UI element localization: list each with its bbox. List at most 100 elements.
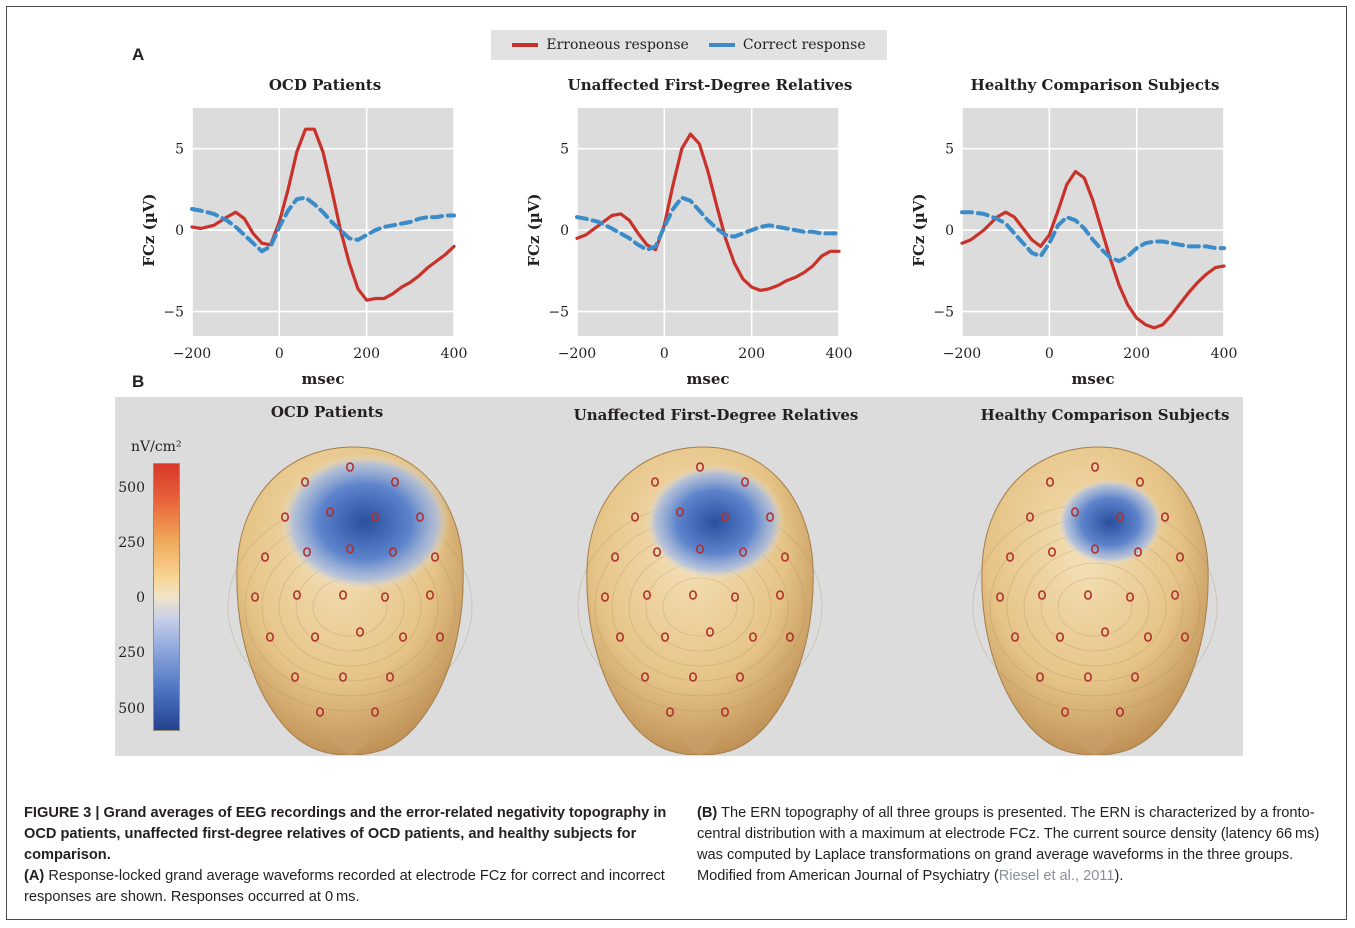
x-tick-label: −200 — [558, 346, 596, 362]
electrode-marker — [610, 552, 619, 562]
electrode-marker — [1116, 512, 1125, 522]
x-tick-label: 400 — [1211, 346, 1238, 362]
electrode-marker — [1046, 477, 1055, 487]
electrode-marker — [1161, 512, 1170, 522]
x-tick-label: 400 — [826, 346, 853, 362]
electrode-marker — [736, 672, 745, 682]
electrode-marker — [1136, 477, 1145, 487]
x-tick-label: 0 — [1045, 346, 1054, 362]
legend-swatch-erroneous — [512, 43, 539, 47]
y-axis-label: FCz (µV) — [525, 194, 543, 267]
electrode-marker — [389, 547, 398, 557]
electrode-marker — [265, 632, 274, 642]
series-line-erroneous — [575, 132, 841, 292]
y-axis-label: FCz (µV) — [140, 194, 158, 267]
electrode-marker — [666, 707, 675, 717]
electrode-marker — [371, 707, 380, 717]
electrode-marker — [689, 672, 698, 682]
line-chart-relatives: −200 0 200 400 5 0 −5 msec FCz (µV) — [525, 108, 853, 388]
electrode-marker — [615, 632, 624, 642]
electrode-marker — [346, 462, 355, 472]
electrode-marker — [399, 632, 408, 642]
electrode-marker — [339, 590, 348, 600]
y-tick-label: −5 — [933, 305, 954, 321]
electrode-marker — [1134, 547, 1143, 557]
x-tick-label: 0 — [660, 346, 669, 362]
electrode-marker — [436, 632, 445, 642]
electrode-marker — [676, 507, 685, 517]
chart-title-ocd: OCD Patients — [268, 76, 382, 94]
x-tick-label: −200 — [943, 346, 981, 362]
legend-item-erroneous: Erroneous response — [512, 37, 689, 53]
legend: Erroneous response Correct response — [491, 30, 887, 60]
colorbar-tick-500-top: 500 — [118, 480, 145, 496]
legend-label-erroneous: Erroneous response — [546, 37, 689, 53]
legend-swatch-correct — [708, 43, 735, 47]
chart-title-relatives: Unaffected First-Degree Relatives — [567, 76, 853, 94]
electrode-marker — [781, 552, 790, 562]
electrode-marker — [386, 672, 395, 682]
y-tick-label: 0 — [175, 223, 184, 239]
electrode-marker — [1101, 627, 1110, 637]
electrode-marker — [1116, 707, 1125, 717]
y-tick-label: 0 — [945, 223, 954, 239]
series-line-erroneous — [190, 127, 456, 302]
caption-right: (B) The ERN topography of all three grou… — [697, 803, 1337, 887]
negativity-region — [1057, 478, 1163, 566]
line-chart-ocd: −200 0 200 400 5 0 −5 msec FCz (µV) — [140, 108, 467, 388]
electrode-marker — [1084, 590, 1093, 600]
negativity-region — [645, 464, 785, 580]
electrode-marker — [1091, 462, 1100, 472]
y-axis-label: FCz (µV) — [910, 194, 928, 267]
electrode-marker — [316, 707, 325, 717]
electrode-marker — [1084, 672, 1093, 682]
electrode-marker — [749, 632, 758, 642]
electrode-marker — [1056, 632, 1065, 642]
x-axis-label: msec — [687, 370, 730, 388]
electrode-marker — [1025, 512, 1034, 522]
electrode-marker — [653, 547, 662, 557]
electrode-marker — [416, 512, 425, 522]
electrode-marker — [250, 592, 259, 602]
colorbar — [153, 463, 180, 731]
electrode-marker — [260, 552, 269, 562]
electrode-marker — [641, 672, 650, 682]
series-line-correct — [575, 195, 841, 252]
x-tick-label: 0 — [275, 346, 284, 362]
electrode-marker — [1126, 592, 1135, 602]
electrode-marker — [1061, 707, 1070, 717]
head-topography-relatives — [577, 446, 823, 755]
y-tick-label: −5 — [548, 305, 569, 321]
electrode-marker — [643, 590, 652, 600]
caption-text-b: The ERN topography of all three groups i… — [697, 805, 1320, 884]
electrode-marker — [391, 477, 400, 487]
electrode-marker — [1091, 544, 1100, 554]
caption-left: FIGURE 3 | Grand averages of EEG recordi… — [24, 803, 684, 908]
caption-citation-link[interactable]: Riesel et al., 2011 — [998, 868, 1115, 884]
x-tick-label: 200 — [738, 346, 765, 362]
colorbar-tick-250-top: 250 — [118, 535, 145, 551]
electrode-marker — [346, 544, 355, 554]
electrode-marker — [721, 512, 730, 522]
electrode-marker — [995, 592, 1004, 602]
electrode-marker — [766, 512, 775, 522]
electrode-marker — [311, 632, 320, 642]
topo-title-healthy: Healthy Comparison Subjects — [980, 406, 1230, 424]
nose-shape — [330, 729, 370, 755]
electrode-marker — [339, 672, 348, 682]
caption-text-a: Response-locked grand average waveforms … — [24, 868, 665, 905]
electrode-marker — [786, 632, 795, 642]
electrode-marker — [1181, 632, 1190, 642]
series-line-erroneous — [960, 169, 1226, 330]
colorbar-tick-250-bottom: 250 — [118, 645, 145, 661]
head-topography-healthy — [972, 446, 1218, 755]
plot-area — [962, 108, 1224, 336]
contour-line — [1057, 577, 1133, 637]
electrode-marker — [706, 627, 715, 637]
head-topography-ocd — [227, 446, 473, 755]
electrode-marker — [696, 544, 705, 554]
electrode-marker — [739, 547, 748, 557]
negativity-region — [280, 453, 450, 591]
electrode-marker — [301, 477, 310, 487]
legend-label-correct: Correct response — [742, 37, 866, 53]
